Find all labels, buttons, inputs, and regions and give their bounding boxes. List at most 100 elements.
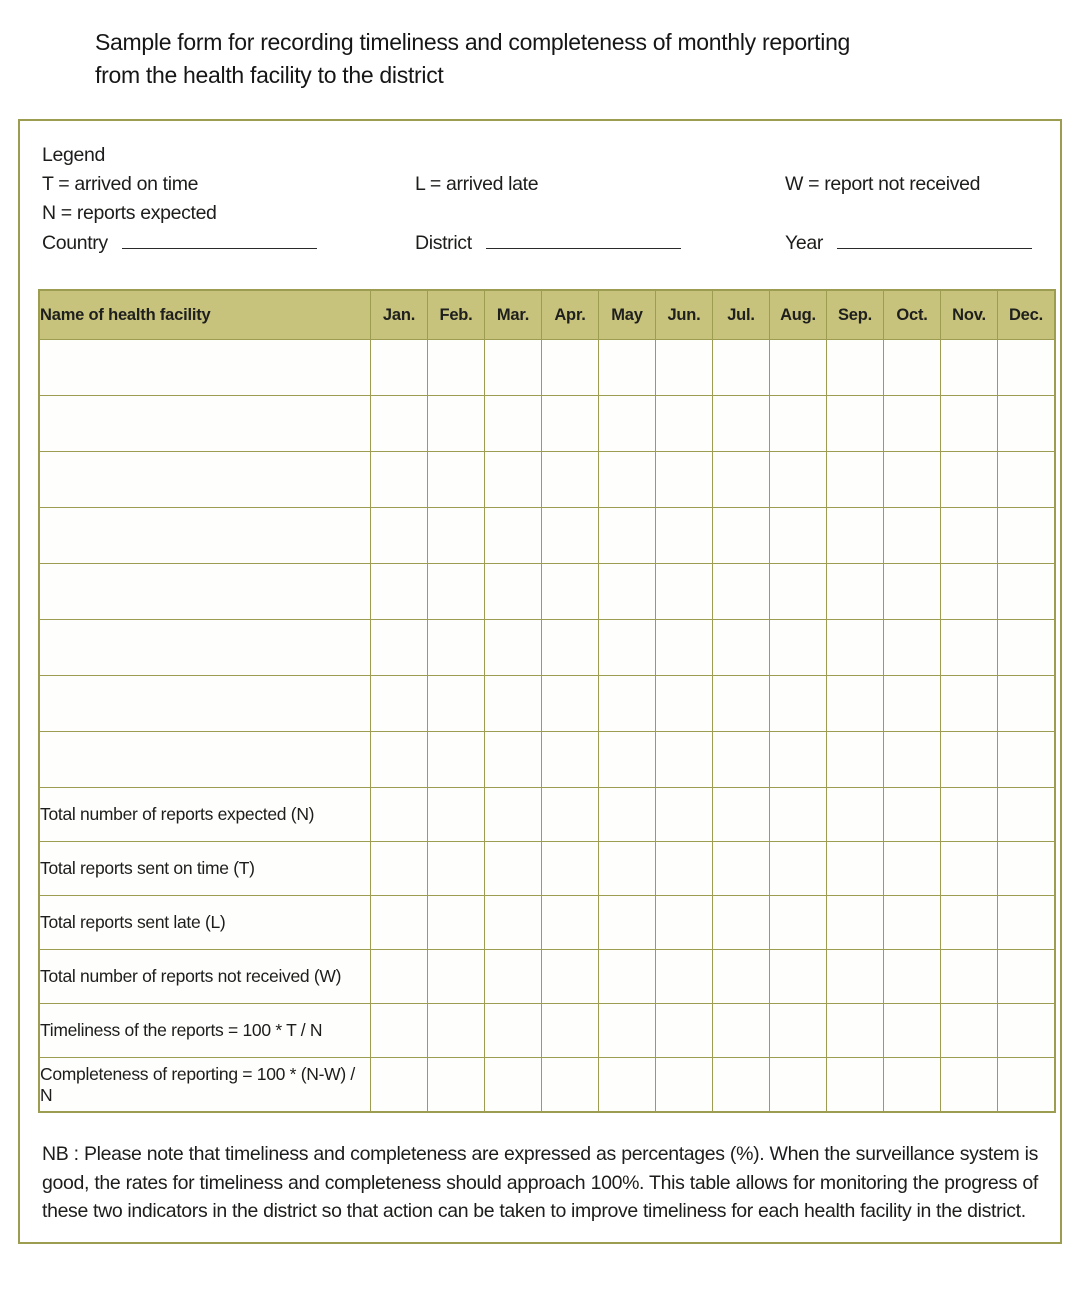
month-cell (484, 787, 542, 842)
month-cell (883, 841, 941, 896)
month-cell (370, 507, 428, 564)
column-header-month: Mar. (484, 289, 542, 340)
facility-row (38, 395, 1056, 452)
legend-heading-row: Legend (42, 141, 1042, 170)
month-cell (826, 1057, 884, 1113)
month-cell (370, 841, 428, 896)
month-cell (769, 619, 827, 676)
facility-name-cell (38, 675, 371, 732)
month-cell (655, 787, 713, 842)
facility-row (38, 731, 1056, 788)
month-cell (997, 841, 1056, 896)
month-cell (940, 1003, 998, 1058)
month-cell (427, 787, 485, 842)
month-cell (997, 895, 1056, 950)
month-cell (940, 731, 998, 788)
month-cell (484, 841, 542, 896)
month-cell (883, 339, 941, 396)
page-title-line-2: from the health facility to the district (95, 62, 444, 88)
month-cell (997, 395, 1056, 452)
month-cell (541, 787, 599, 842)
month-cell (598, 1003, 656, 1058)
month-cell (427, 451, 485, 508)
summary-label-cell: Total reports sent on time (T) (38, 841, 371, 896)
month-cell (370, 339, 428, 396)
month-cell (997, 619, 1056, 676)
month-cell (484, 731, 542, 788)
column-header-month: Oct. (883, 289, 941, 340)
month-cell (997, 787, 1056, 842)
month-cell (883, 731, 941, 788)
page-title: Sample form for recording timeliness and… (95, 26, 1063, 92)
month-cell (826, 451, 884, 508)
facility-name-cell (38, 563, 371, 620)
column-header-month: Dec. (997, 289, 1056, 340)
district-label: District (415, 232, 472, 254)
column-header-month: Apr. (541, 289, 599, 340)
country-fill-line (121, 228, 317, 249)
legend-item-l: L = arrived late (415, 173, 539, 195)
month-cell (598, 949, 656, 1004)
month-cell (541, 451, 599, 508)
month-cell (370, 731, 428, 788)
month-cell (769, 895, 827, 950)
month-cell (997, 1057, 1056, 1113)
month-cell (712, 949, 770, 1004)
month-cell (370, 895, 428, 950)
summary-row: Total number of reports not received (W) (38, 949, 1056, 1004)
district-fill-line (485, 228, 681, 249)
month-cell (541, 563, 599, 620)
month-cell (769, 395, 827, 452)
column-header-month: Jun. (655, 289, 713, 340)
month-cell (997, 339, 1056, 396)
month-cell (883, 563, 941, 620)
month-cell (655, 619, 713, 676)
month-cell (940, 895, 998, 950)
month-cell (427, 949, 485, 1004)
month-cell (883, 619, 941, 676)
month-cell (997, 563, 1056, 620)
month-cell (826, 949, 884, 1004)
month-cell (826, 1003, 884, 1058)
month-cell (427, 507, 485, 564)
month-cell (655, 1057, 713, 1113)
month-cell (598, 731, 656, 788)
month-cell (484, 675, 542, 732)
month-cell (826, 841, 884, 896)
month-cell (883, 1003, 941, 1058)
column-header-month: Jul. (712, 289, 770, 340)
month-cell (655, 949, 713, 1004)
month-cell (598, 395, 656, 452)
month-cell (370, 1057, 428, 1113)
summary-row: Total number of reports expected (N) (38, 787, 1056, 842)
month-cell (940, 675, 998, 732)
month-cell (769, 949, 827, 1004)
month-cell (655, 563, 713, 620)
month-cell (769, 731, 827, 788)
month-cell (769, 339, 827, 396)
header-row: Name of health facility Jan. Feb. Mar. Apr. M… (38, 289, 1056, 340)
month-cell (883, 949, 941, 1004)
summary-row: Total reports sent on time (T) (38, 841, 1056, 896)
month-cell (541, 395, 599, 452)
month-cell (883, 675, 941, 732)
month-cell (940, 841, 998, 896)
month-cell (712, 395, 770, 452)
summary-row: Total reports sent late (L) (38, 895, 1056, 950)
month-cell (826, 895, 884, 950)
month-cell (541, 1003, 599, 1058)
month-cell (427, 619, 485, 676)
month-cell (712, 841, 770, 896)
month-cell (997, 451, 1056, 508)
month-cell (769, 841, 827, 896)
facility-name-cell (38, 339, 371, 396)
month-cell (997, 949, 1056, 1004)
month-cell (484, 895, 542, 950)
month-cell (826, 507, 884, 564)
month-cell (598, 841, 656, 896)
month-cell (883, 1057, 941, 1113)
facility-row (38, 675, 1056, 732)
month-cell (598, 339, 656, 396)
month-cell (883, 395, 941, 452)
month-cell (712, 675, 770, 732)
